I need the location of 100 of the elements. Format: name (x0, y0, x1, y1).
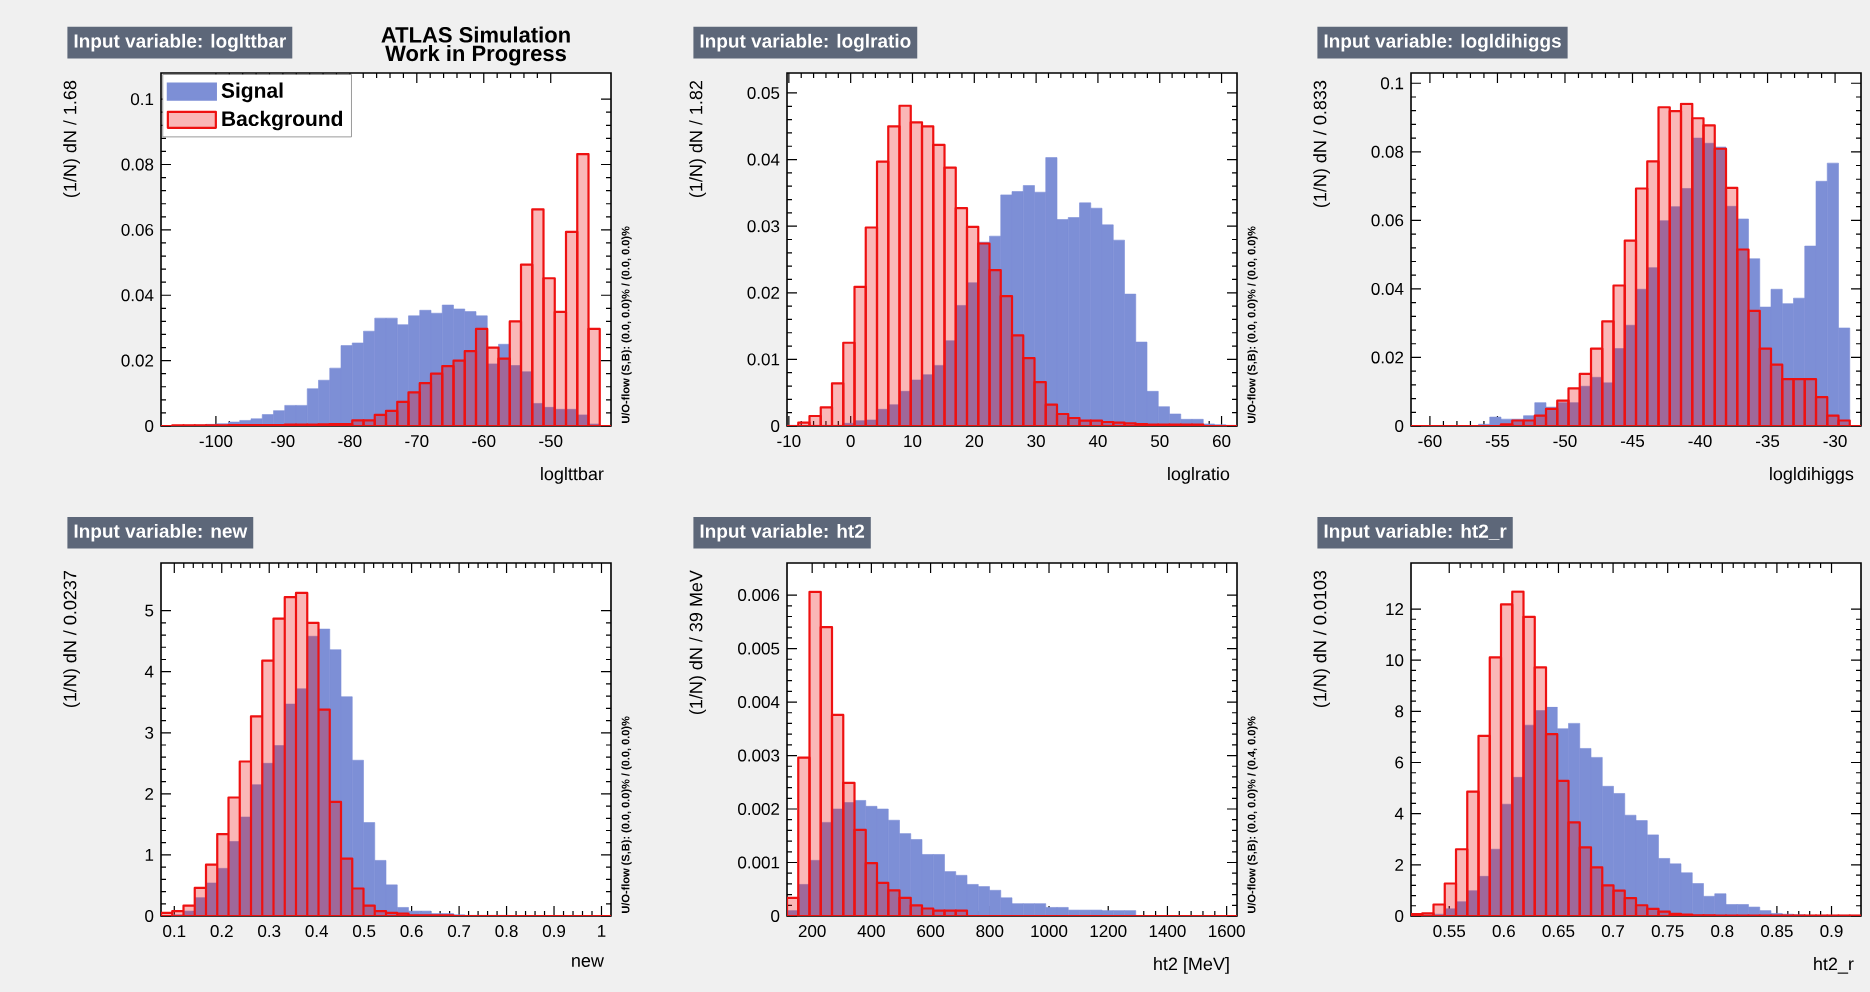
x-tick-label: 50 (1150, 435, 1169, 448)
y-tick-label: 6 (1395, 756, 1404, 769)
x-tick-label: -10 (777, 435, 801, 448)
y-tick-label: 2 (145, 787, 154, 800)
y-axis-title: (1/N) dN / 1.68 (63, 80, 80, 197)
x-tick-label: -80 (338, 435, 362, 448)
x-tick-label: -30 (1823, 435, 1847, 448)
x-tick-label: 0.75 (1651, 925, 1684, 938)
x-tick-label: 0.7 (1601, 925, 1625, 938)
y-tick-label: 0.08 (1371, 145, 1404, 158)
y-tick-label: 0.1 (1380, 77, 1404, 90)
x-tick-label: -50 (539, 435, 563, 448)
x-tick-label: 800 (976, 925, 1004, 938)
y-tick-label: 0 (145, 419, 154, 432)
y-tick-label: 0.01 (747, 353, 780, 366)
x-tick-label: 0.2 (210, 925, 233, 938)
y-axis-title: (1/N) dN / 39 MeV (689, 570, 706, 714)
y-tick-label: 8 (1395, 705, 1404, 718)
x-tick-label: 0.8 (1711, 925, 1734, 938)
x-tick-label: 0.6 (1492, 925, 1515, 938)
x-axis-title: ht2 [MeV] (1154, 957, 1229, 974)
x-tick-label: 0.1 (163, 925, 186, 938)
y-tick-label: 2 (1395, 858, 1404, 871)
x-tick-label: -60 (1418, 435, 1442, 448)
y-tick-label: 1 (145, 849, 154, 861)
y-tick-label: 0.02 (1371, 351, 1404, 364)
y-tick-label: 0.02 (747, 286, 780, 299)
y-tick-label: 0.03 (747, 220, 780, 233)
x-tick-label: 20 (965, 435, 984, 448)
y-axis-title: (1/N) dN / 0.0237 (63, 571, 80, 707)
x-tick-label: 1000 (1031, 925, 1068, 938)
y2-axis-title: U/O-flow (S,B): (0.0, 0.0)% / (0.4, 0.0)% (1247, 716, 1258, 913)
chart-title: Input variable: ht2_r (1324, 523, 1507, 542)
y-tick-label: 0.004 (738, 696, 780, 709)
y-tick-label: 0.05 (747, 86, 780, 99)
x-tick-label: -50 (1553, 435, 1577, 448)
chart-title: Input variable: loglratio (700, 33, 911, 52)
x-tick-label: 1400 (1149, 925, 1186, 938)
y-tick-label: 0.1 (130, 93, 154, 106)
x-tick-label: 200 (798, 925, 826, 938)
x-tick-label: 400 (857, 925, 885, 938)
x-tick-label: 40 (1088, 435, 1107, 448)
y-tick-label: 3 (145, 726, 154, 739)
y-tick-label: 0.08 (121, 158, 154, 171)
x-tick-label: 0.8 (495, 925, 518, 938)
x-tick-label: -90 (271, 435, 295, 448)
x-tick-label: 0.6 (400, 925, 423, 938)
x-axis-title: logldihiggs (1770, 467, 1854, 484)
y-tick-label: 0.02 (121, 354, 154, 367)
y-tick-label: 0 (1395, 419, 1404, 432)
x-tick-label: -70 (405, 435, 429, 448)
x-tick-label: -40 (1688, 435, 1712, 448)
y2-axis-title: U/O-flow (S,B): (0.0, 0.0)% / (0.0, 0.0)% (1247, 226, 1258, 423)
chart-title: Input variable: ht2 (700, 523, 865, 542)
y-axis-title: (1/N) dN / 0.0103 (1313, 570, 1330, 707)
x-tick-label: 0.55 (1433, 925, 1466, 938)
y2-axis-title: U/O-flow (S,B): (0.0, 0.0)% / (0.0, 0.0)% (621, 226, 632, 423)
x-tick-label: 0.4 (305, 925, 329, 938)
y-tick-label: 0.04 (747, 153, 780, 166)
y-axis-title: (1/N) dN / 1.82 (689, 80, 706, 197)
y-tick-label: 0.04 (121, 289, 154, 302)
chart-title: Input variable: logldihiggs (1324, 33, 1561, 52)
x-tick-label: -100 (199, 435, 233, 448)
x-tick-label: 0.65 (1542, 925, 1575, 938)
y-tick-label: 0 (1395, 910, 1404, 923)
y2-axis-title: U/O-flow (S,B): (0.0, 0.0)% / (0.0, 0.0)% (621, 716, 632, 913)
y-tick-label: 0.002 (738, 803, 780, 816)
x-axis-title: loglratio (1168, 467, 1230, 484)
x-tick-label: 10 (904, 435, 922, 448)
x-tick-label: 0.5 (353, 925, 376, 938)
x-tick-label: 1200 (1090, 925, 1127, 938)
y-tick-label: 0.04 (1371, 282, 1404, 295)
y-tick-label: 0 (771, 909, 780, 922)
text: Work in Progress (385, 45, 566, 66)
x-tick-label: -45 (1620, 435, 1645, 447)
y-tick-label: 0 (145, 909, 154, 922)
legend-label: Background (222, 110, 343, 131)
x-tick-label: -35 (1756, 435, 1780, 448)
x-tick-label: 600 (917, 925, 945, 938)
x-tick-label: 0.3 (258, 925, 281, 938)
x-axis-title: loglttbar (541, 467, 604, 484)
x-tick-label: 30 (1027, 435, 1045, 448)
y-tick-label: 4 (1394, 807, 1404, 820)
x-axis-title: ht2_r (1814, 957, 1854, 974)
x-tick-label: 0.85 (1761, 925, 1793, 938)
y-axis-title: (1/N) dN / 0.833 (1313, 80, 1330, 207)
x-tick-label: -60 (472, 435, 496, 448)
chart-title: Input variable: new (74, 523, 248, 542)
y-tick-label: 4 (144, 665, 154, 678)
y-tick-label: 5 (145, 604, 154, 617)
y-tick-label: 0.003 (738, 749, 780, 762)
legend-label: Signal (221, 82, 283, 103)
x-tick-label: -55 (1485, 435, 1510, 447)
y-tick-label: 0.006 (738, 589, 780, 602)
y-tick-label: 0 (771, 419, 780, 432)
y-tick-label: 10 (1386, 654, 1404, 667)
y-tick-label: 0.001 (738, 856, 780, 869)
x-axis-title: new (572, 957, 604, 967)
x-tick-label: 1600 (1209, 925, 1245, 938)
x-tick-label: 0 (846, 435, 855, 448)
